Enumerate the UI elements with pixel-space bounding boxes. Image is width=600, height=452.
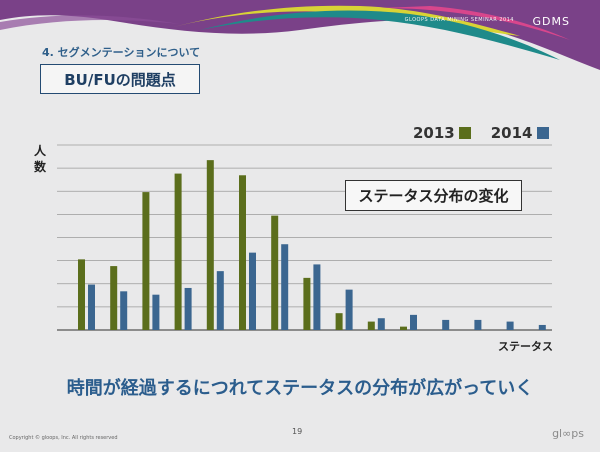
bar-2014-2	[120, 291, 128, 330]
bar-2014-10	[377, 318, 385, 330]
bar-2013-11	[400, 326, 407, 330]
legend-label-2014: 2014	[490, 124, 533, 142]
legend-item-2014: 2014	[491, 124, 549, 142]
legend-swatch-2013	[458, 127, 471, 139]
page-number: 19	[292, 427, 303, 436]
section-title: 4. セグメンテーションについて	[42, 46, 201, 59]
slide-caption: 時間が経過するにつれてステータスの分布が広がっていく	[66, 378, 534, 399]
bar-2014-7	[281, 244, 289, 330]
slide-title: BU/FUの問題点	[40, 64, 200, 94]
bar-2013-4	[174, 173, 182, 330]
y-axis-label: 人数	[33, 144, 46, 174]
banner-teal-wave	[200, 10, 560, 60]
header-logo: GDMS	[532, 15, 570, 28]
bar-2013-10	[367, 321, 375, 330]
bar-2014-15	[538, 324, 546, 330]
bar-2013-8	[303, 277, 311, 330]
banner-yellow-wave	[170, 5, 520, 36]
chart-bars	[78, 160, 546, 330]
x-axis-label: ステータス	[498, 340, 553, 353]
banner-left-wave	[0, 15, 180, 30]
legend-label-2013: 2013	[413, 124, 455, 142]
bar-2014-1	[88, 284, 95, 330]
bar-2013-2	[110, 266, 118, 330]
footer-logo: gl∞ps	[552, 427, 584, 440]
bar-2013-3	[142, 192, 150, 330]
bar-2014-12	[442, 319, 450, 330]
copyright-text: Copyright © gloops, Inc. All rights rese…	[9, 435, 118, 441]
bar-2014-13	[474, 319, 482, 330]
banner-pink-wave	[380, 6, 570, 40]
annotation-box: ステータス分布の変化	[345, 180, 522, 211]
header-event-text: GLOOPS DATA MINING SEMINAR 2014	[404, 17, 514, 23]
bar-2014-3	[152, 294, 160, 330]
legend-item-2013: 2013	[413, 124, 471, 142]
bar-2013-1	[78, 259, 85, 330]
banner-purple-wave	[0, 0, 600, 70]
legend: 2013 2014	[413, 124, 569, 142]
bar-2013-5	[206, 160, 214, 330]
bar-2014-11	[410, 314, 417, 330]
bar-2014-8	[313, 264, 321, 330]
bar-2014-14	[506, 321, 514, 330]
bar-2014-5	[216, 271, 224, 330]
bar-2014-9	[345, 289, 353, 330]
bar-2014-4	[184, 287, 192, 330]
bar-2013-7	[271, 215, 279, 330]
bar-2013-6	[239, 175, 246, 330]
legend-swatch-2014	[536, 127, 549, 139]
header-banner	[0, 0, 600, 70]
bar-2014-6	[249, 252, 256, 330]
bar-2013-9	[335, 313, 343, 330]
